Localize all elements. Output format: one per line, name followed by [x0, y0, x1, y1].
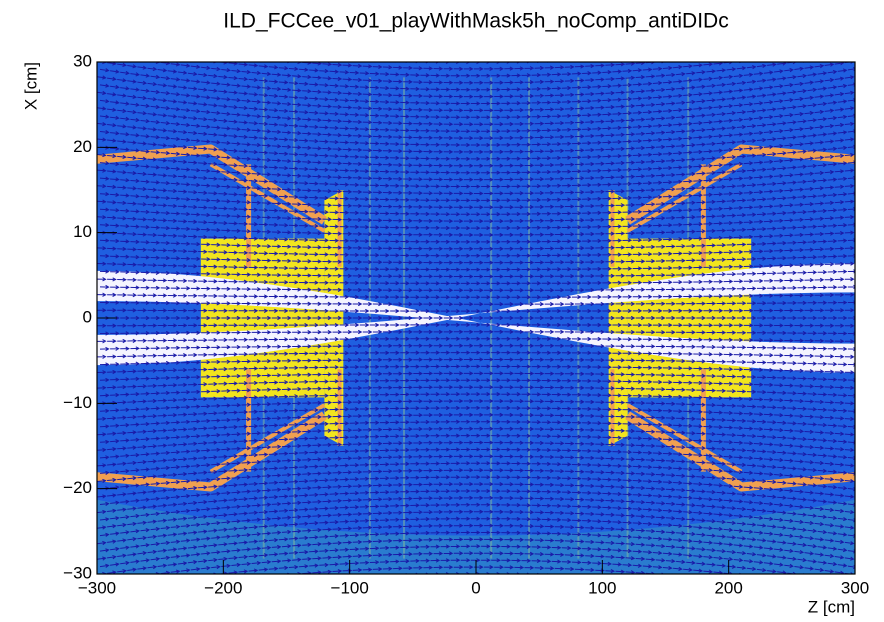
y-tick-label: 20 [73, 137, 92, 156]
x-tick-label: 100 [588, 578, 616, 597]
y-axis-label: X [cm] [21, 62, 40, 110]
plot-area [97, 0, 857, 622]
chart-title: ILD_FCCee_v01_playWithMask5h_noComp_anti… [223, 10, 728, 33]
x-tick-label: −100 [331, 578, 369, 597]
chart: ILD_FCCee_v01_playWithMask5h_noComp_anti… [0, 0, 884, 622]
x-tick-label: 200 [714, 578, 742, 597]
y-tick-label: 0 [83, 307, 92, 326]
y-tick-label: 30 [73, 51, 92, 70]
y-tick-label: 10 [73, 222, 92, 241]
x-axis-label: Z [cm] [808, 597, 855, 616]
y-tick-label: −10 [63, 393, 92, 412]
y-tick-label: −30 [63, 563, 92, 582]
x-tick-label: 0 [471, 578, 480, 597]
x-tick-label: 300 [841, 578, 869, 597]
x-tick-label: −200 [204, 578, 242, 597]
y-tick-label: −20 [63, 478, 92, 497]
